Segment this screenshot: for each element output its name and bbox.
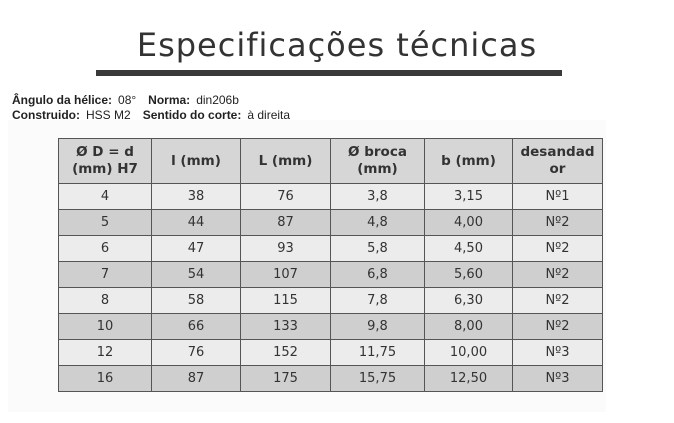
table-cell: 133: [240, 313, 331, 340]
table-cell: 15,75: [330, 365, 425, 392]
table-row: 16 87 175 15,75 12,50 Nº3: [58, 365, 603, 392]
norm-value: din206b: [196, 93, 239, 107]
spec-table: Ø D = d (mm) H7 l (mm) L (mm) Ø broca (mm)…: [58, 138, 603, 392]
table-cell: 87: [240, 209, 331, 236]
spec-line-1: Ângulo da hélice: 08° Norma: din206b: [12, 93, 290, 108]
built-label: Construido:: [12, 108, 80, 122]
table-cell: 7: [58, 261, 152, 288]
table-cell: 3,15: [424, 183, 513, 210]
table-cell: 58: [151, 287, 241, 314]
table-cell: 5,60: [424, 261, 513, 288]
helix-angle-value: 08°: [118, 93, 137, 107]
page-title: Especificações técnicas: [136, 26, 538, 64]
table-cell: 6,8: [330, 261, 425, 288]
spec-summary: Ângulo da hélice: 08° Norma: din206b Constr…: [12, 93, 290, 123]
built-value: HSS M2: [86, 108, 131, 122]
table-cell: 3,8: [330, 183, 425, 210]
table-cell: 12: [58, 339, 152, 366]
table-row: 4 38 76 3,8 3,15 Nº1: [58, 183, 603, 210]
table-row: 7 54 107 6,8 5,60 Nº2: [58, 261, 603, 288]
table-cell: 4,50: [424, 235, 513, 262]
header-diameter: Ø D = d (mm) H7: [58, 138, 152, 184]
table-cell: 76: [151, 339, 241, 366]
table-cell: Nº2: [512, 261, 603, 288]
table-row: 5 44 87 4,8 4,00 Nº2: [58, 209, 603, 236]
table-cell: Nº2: [512, 209, 603, 236]
table-cell: 54: [151, 261, 241, 288]
table-cell: 7,8: [330, 287, 425, 314]
table-cell: 4: [58, 183, 152, 210]
norm-label: Norma:: [148, 93, 191, 107]
spec-line-2: Construido: HSS M2 Sentido do corte: à dire…: [12, 108, 290, 123]
table-cell: 9,8: [330, 313, 425, 340]
table-cell: 4,00: [424, 209, 513, 236]
table-cell: 38: [151, 183, 241, 210]
table-cell: 175: [240, 365, 331, 392]
table-cell: 6,30: [424, 287, 513, 314]
table-cell: 8: [58, 287, 152, 314]
header-tap-wrench: desandad or: [512, 138, 603, 184]
table-cell: Nº3: [512, 365, 603, 392]
table-cell: 11,75: [330, 339, 425, 366]
table-cell: 16: [58, 365, 152, 392]
table-row: 12 76 152 11,75 10,00 Nº3: [58, 339, 603, 366]
table-row: 6 47 93 5,8 4,50 Nº2: [58, 235, 603, 262]
table-row: 8 58 115 7,8 6,30 Nº2: [58, 287, 603, 314]
table-cell: 87: [151, 365, 241, 392]
helix-angle-label: Ângulo da hélice:: [12, 93, 113, 107]
table-cell: Nº2: [512, 313, 603, 340]
cut-direction-value: à direita: [247, 108, 291, 122]
table-cell: 5: [58, 209, 152, 236]
title-underline: [96, 70, 562, 76]
header-drill: Ø broca (mm): [330, 138, 425, 184]
table-cell: 10,00: [424, 339, 513, 366]
table-cell: 115: [240, 287, 331, 314]
table-cell: Nº2: [512, 287, 603, 314]
table-cell: Nº1: [512, 183, 603, 210]
table-cell: 107: [240, 261, 331, 288]
table-cell: 6: [58, 235, 152, 262]
table-cell: Nº3: [512, 339, 603, 366]
table-cell: Nº2: [512, 235, 603, 262]
table-cell: 10: [58, 313, 152, 340]
table-cell: 4,8: [330, 209, 425, 236]
header-L: L (mm): [240, 138, 331, 184]
table-cell: 12,50: [424, 365, 513, 392]
table-cell: 5,8: [330, 235, 425, 262]
table-cell: 66: [151, 313, 241, 340]
table-cell: 93: [240, 235, 331, 262]
table-cell: 76: [240, 183, 331, 210]
table-header-row: Ø D = d (mm) H7 l (mm) L (mm) Ø broca (mm)…: [58, 138, 603, 184]
table-row: 10 66 133 9,8 8,00 Nº2: [58, 313, 603, 340]
table-cell: 47: [151, 235, 241, 262]
header-l: l (mm): [151, 138, 241, 184]
cut-direction-label: Sentido do corte:: [142, 108, 242, 122]
table-cell: 152: [240, 339, 331, 366]
header-b: b (mm): [424, 138, 513, 184]
table-cell: 8,00: [424, 313, 513, 340]
table-cell: 44: [151, 209, 241, 236]
